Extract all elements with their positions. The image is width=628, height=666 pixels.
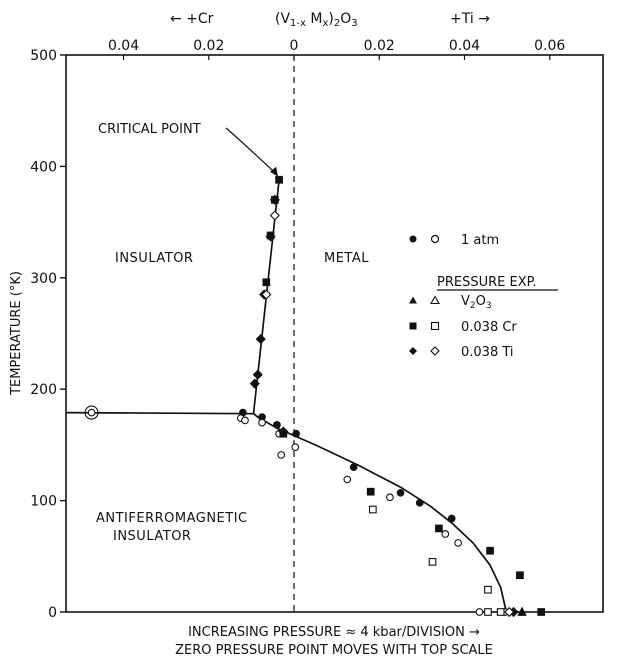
legend-marker-open-diamond xyxy=(430,346,440,356)
data-point-square-open xyxy=(369,505,377,514)
plot-frame: 0 100 200 300 400 500 0.04 0.02 0 0.02 0.04 0.06 xyxy=(30,38,604,621)
data-point-circle-open xyxy=(291,443,300,451)
data-point-triangle-filled xyxy=(517,606,527,616)
data-point-circle-open xyxy=(258,418,266,427)
data-point-diamond-open xyxy=(261,289,272,300)
data-point-circle-open xyxy=(454,539,462,547)
y-axis-title: TEMPERATURE (°K) xyxy=(9,271,24,396)
data-point-circle-open xyxy=(277,451,286,459)
antiferromagnetic-boundary xyxy=(65,411,508,613)
data-points xyxy=(84,175,546,618)
data-point-circle-open xyxy=(241,416,249,425)
y-tick-label: 100 xyxy=(30,494,57,510)
region-label-afm-line1: ANTIFERROMAGNETIC xyxy=(96,511,248,526)
y-tick-label: 500 xyxy=(30,48,57,64)
data-point-diamond-filled xyxy=(269,194,280,205)
header-cr-label: ← +Cr xyxy=(170,11,214,27)
top-tick-label: 0.04 xyxy=(449,38,480,54)
legend-pressure-title: PRESSURE EXP. xyxy=(437,275,537,290)
header-formula: (V1-x Mx)2O3 xyxy=(275,11,358,29)
data-point-circle-open xyxy=(343,475,352,484)
data-point-square-filled xyxy=(486,546,494,555)
critical-point-arrow xyxy=(225,127,279,177)
legend-marker-filled-diamond xyxy=(409,347,417,355)
region-label-afm-line2: INSULATOR xyxy=(113,529,191,544)
top-tick-label: 0.02 xyxy=(193,38,224,54)
data-point-diamond-filled xyxy=(255,333,266,345)
y-tick-label: 400 xyxy=(30,159,57,175)
legend-marker-open-circle xyxy=(430,234,440,244)
data-point-circle-filled xyxy=(396,488,405,497)
data-point-square-filled xyxy=(366,487,375,496)
legend-marker-filled-circle xyxy=(409,235,417,243)
data-point-square-filled xyxy=(435,524,443,533)
data-point-circle-filled xyxy=(447,514,456,523)
data-point-diamond-open xyxy=(269,210,280,221)
data-point-diamond-filled xyxy=(278,426,289,437)
data-point-circle-filled xyxy=(349,463,358,472)
legend-label-v2o3: V2O3 xyxy=(461,294,492,311)
data-point-ring xyxy=(84,405,99,420)
legend-label-cr: 0.038 Cr xyxy=(461,320,517,335)
region-label-metal: METAL xyxy=(324,251,369,266)
data-point-circle-filled xyxy=(415,498,424,507)
data-point-square-open xyxy=(484,585,492,594)
annotation-arrow-line xyxy=(225,127,277,175)
y-tick-label: 300 xyxy=(30,271,57,287)
y-tick-label: 200 xyxy=(30,382,57,398)
annotation-arrow-head xyxy=(270,166,279,177)
data-point-circle-open xyxy=(441,530,450,538)
legend-marker-open-square xyxy=(430,321,440,331)
data-point-square-filled xyxy=(275,175,283,184)
legend-marker-filled-square xyxy=(409,322,417,330)
x-axis-title-line1: INCREASING PRESSURE ≈ 4 kbar/DIVISION → xyxy=(188,625,480,640)
data-point-square-open xyxy=(428,558,437,566)
data-point-diamond-filled xyxy=(265,231,276,242)
top-tick-label: 0.06 xyxy=(534,38,565,54)
data-point-square-filled xyxy=(537,608,546,616)
data-point-circle-open xyxy=(475,608,484,616)
y-tick-label: 0 xyxy=(48,605,57,621)
top-tick-label: 0 xyxy=(290,38,299,54)
region-label-insulator: INSULATOR xyxy=(115,251,193,266)
top-tick-label: 0.04 xyxy=(108,38,139,54)
top-tick-label: 0.02 xyxy=(364,38,395,54)
x-axis-title-line2: ZERO PRESSURE POINT MOVES WITH TOP SCALE xyxy=(175,643,493,658)
data-point-diamond-filled xyxy=(249,378,260,389)
legend: 1 atm PRESSURE EXP. V2O3 0.038 Cr 0.038 … xyxy=(409,233,558,360)
legend-marker-filled-triangle xyxy=(409,296,417,304)
header-ti-label: +Ti → xyxy=(450,11,490,27)
data-point-diamond-filled xyxy=(252,369,263,380)
data-point-circle-open xyxy=(87,408,96,417)
data-point-square-open xyxy=(484,608,492,616)
plot-border xyxy=(65,54,604,613)
data-point-circle-filled xyxy=(292,429,300,438)
data-point-square-open xyxy=(496,608,505,616)
legend-label-ti: 0.038 Ti xyxy=(461,345,514,360)
data-point-diamond-open xyxy=(504,606,515,618)
critical-point-label: CRITICAL POINT xyxy=(98,122,201,137)
data-point-square-filled xyxy=(516,571,524,580)
phase-boundaries xyxy=(65,179,508,613)
data-point-circle-open xyxy=(386,493,394,502)
legend-marker-open-triangle xyxy=(430,295,440,305)
data-point-circle-filled xyxy=(273,420,281,429)
legend-atm-label: 1 atm xyxy=(461,233,499,248)
data-point-square-filled xyxy=(262,278,271,287)
